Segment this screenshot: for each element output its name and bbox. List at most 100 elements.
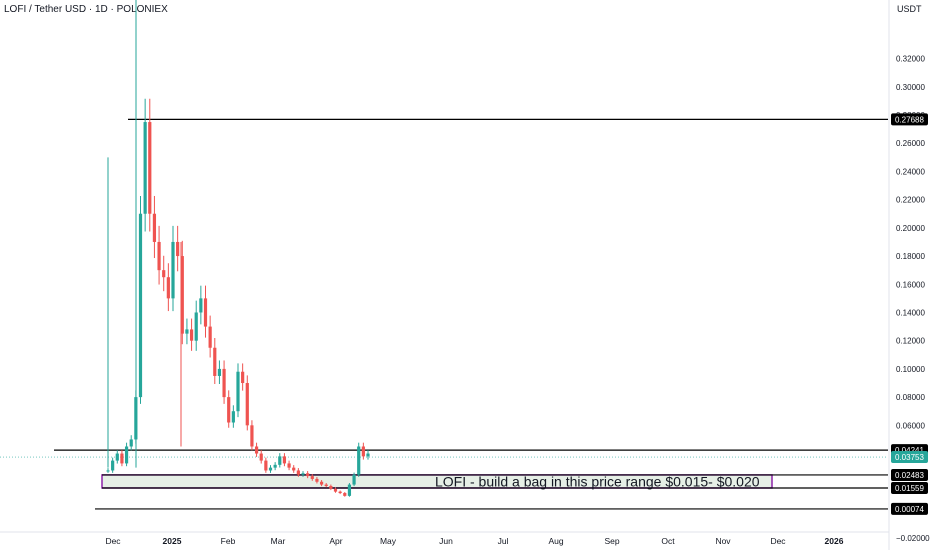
- x-tick-label: Dec: [770, 536, 786, 546]
- candle-body: [333, 488, 338, 492]
- y-tick-label: 0.24000: [896, 167, 925, 176]
- y-tick-label: 0.16000: [896, 280, 925, 289]
- candle-body: [194, 312, 198, 341]
- candle-body: [296, 470, 300, 475]
- price-badge: [891, 113, 928, 126]
- candle-body: [273, 464, 277, 468]
- candle-body: [278, 456, 282, 465]
- candle-body: [329, 485, 333, 489]
- y-tick-label: 0.18000: [896, 252, 925, 261]
- x-tick-label: Feb: [221, 536, 236, 546]
- candle-body: [250, 425, 254, 447]
- candle-body: [241, 371, 245, 384]
- y-tick-label: 0.10000: [896, 365, 925, 374]
- price-badge-label: 0.02483: [895, 471, 924, 480]
- y-tick-label: 0.14000: [896, 308, 925, 317]
- x-tick-label: Dec: [105, 536, 121, 546]
- candle-body: [152, 213, 157, 242]
- candle-body: [171, 241, 175, 299]
- candle-body: [343, 493, 347, 496]
- candle-body: [306, 473, 310, 477]
- y-tick-label: 0.06000: [896, 421, 925, 430]
- candle-body: [120, 453, 124, 464]
- zone-annotation: LOFI - build a bag in this price range $…: [435, 473, 760, 489]
- price-badge-label: 0.27688: [895, 115, 924, 124]
- x-tick-label: 2026: [825, 536, 844, 546]
- candle-body: [166, 277, 170, 299]
- price-unit-label: USDT: [897, 4, 922, 14]
- candle-body: [111, 460, 115, 471]
- candle-body: [129, 439, 133, 447]
- candle-body: [347, 484, 352, 496]
- candle-body: [231, 411, 235, 423]
- candle-body: [176, 241, 180, 257]
- x-tick-label: Sep: [604, 536, 619, 546]
- x-tick-label: Aug: [548, 536, 563, 546]
- y-tick-label: 0.12000: [896, 337, 925, 346]
- candle-body: [162, 270, 166, 278]
- candle-body: [213, 347, 217, 376]
- y-tick-label: −0.02000: [896, 534, 930, 543]
- x-tick-label: May: [380, 536, 397, 546]
- candle-body: [338, 491, 342, 494]
- candle-body: [180, 256, 184, 334]
- x-tick-label: Jun: [439, 536, 453, 546]
- candle-body: [236, 371, 240, 412]
- price-badge-label: 0.03753: [895, 453, 924, 462]
- y-tick-label: 0.32000: [896, 55, 925, 64]
- x-tick-label: Apr: [329, 536, 342, 546]
- candle-body: [287, 463, 291, 468]
- candle-body: [227, 397, 231, 423]
- candle-body: [217, 368, 222, 376]
- candle-body: [315, 478, 319, 482]
- price-badge-label: 0.01559: [895, 484, 924, 493]
- candle-body: [245, 383, 249, 426]
- chart-title: LOFI / Tether USD · 1D · POLONIEX: [4, 4, 168, 15]
- candle-body: [185, 329, 189, 334]
- price-badge-label: 0.00074: [895, 505, 924, 514]
- y-tick-label: 0.30000: [896, 83, 925, 92]
- candle-body: [282, 456, 287, 464]
- y-tick-label: 0.20000: [896, 224, 925, 233]
- price-badge-label: 0.04241: [895, 446, 924, 455]
- candle-body: [148, 122, 152, 214]
- candle-body: [366, 453, 370, 457]
- candle-body: [124, 446, 129, 464]
- candle-body: [143, 122, 147, 214]
- candle-body: [115, 453, 119, 461]
- x-tick-label: Oct: [661, 536, 675, 546]
- price-badge: [891, 481, 928, 494]
- y-tick-label: 0.08000: [896, 393, 925, 402]
- candle-body: [254, 446, 259, 454]
- x-tick-label: Jul: [498, 536, 509, 546]
- x-tick-label: Nov: [715, 536, 731, 546]
- x-tick-label: Mar: [271, 536, 286, 546]
- candle-body: [157, 241, 161, 271]
- price-badge: [891, 468, 928, 481]
- candle-body: [268, 467, 273, 471]
- candle-body: [264, 460, 268, 471]
- y-tick-label: 0.26000: [896, 139, 925, 148]
- candle-body: [199, 298, 203, 313]
- candle-body: [324, 484, 328, 486]
- candle-body: [319, 481, 324, 485]
- candle-body: [203, 298, 208, 327]
- price-badge: [891, 502, 928, 515]
- candle-body: [310, 476, 314, 479]
- candle-body: [259, 453, 263, 461]
- candle-body: [352, 474, 356, 485]
- candle-body: [361, 446, 365, 457]
- price-badge: [891, 451, 928, 464]
- candle-body: [208, 326, 212, 348]
- candle-body: [138, 213, 143, 398]
- candle-body: [357, 446, 361, 475]
- candle-body: [222, 368, 226, 398]
- candle-body: [301, 473, 305, 475]
- y-tick-label: 0.22000: [896, 196, 925, 205]
- candle-body: [292, 467, 296, 471]
- x-tick-label: 2025: [163, 536, 182, 546]
- candle-body: [106, 470, 110, 472]
- candle-body: [189, 329, 194, 341]
